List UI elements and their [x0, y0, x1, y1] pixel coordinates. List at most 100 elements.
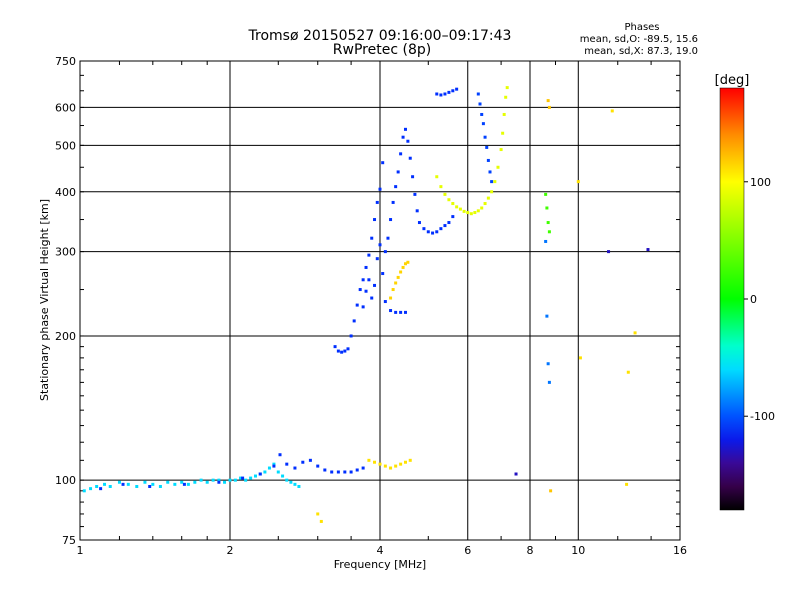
phases-x-stats: mean, sd,X: 87.3, 19.0	[584, 46, 698, 57]
data-point	[413, 192, 417, 196]
data-point	[103, 482, 107, 486]
data-point	[211, 478, 215, 482]
y-tick-label: 75	[62, 534, 76, 547]
data-point	[352, 319, 356, 323]
data-point	[316, 464, 320, 468]
data-point	[490, 180, 494, 184]
data-point	[486, 158, 490, 162]
data-point	[458, 207, 462, 211]
data-point	[82, 489, 86, 493]
x-tick-label: 4	[377, 544, 384, 557]
chart-title: Tromsø 20150527 09:16:00–09:17:43	[248, 28, 512, 44]
data-point	[99, 487, 103, 491]
data-point	[276, 470, 280, 474]
data-point	[346, 347, 350, 351]
data-point	[143, 480, 147, 484]
x-tick-label: 6	[464, 544, 471, 557]
data-point	[378, 462, 382, 466]
data-point	[281, 474, 285, 478]
data-point	[545, 314, 549, 318]
data-point	[447, 221, 451, 225]
data-point	[135, 484, 139, 488]
data-point	[249, 476, 253, 480]
phases-heading: Phases	[624, 22, 659, 33]
data-point	[411, 175, 415, 179]
data-point	[396, 170, 400, 174]
data-point	[278, 453, 282, 457]
data-point	[386, 236, 390, 240]
data-point	[158, 484, 162, 488]
data-point	[199, 478, 203, 482]
data-point	[285, 462, 289, 466]
data-point	[389, 309, 393, 313]
colorbar-tick-label: -100	[750, 410, 775, 423]
data-point	[462, 209, 466, 213]
data-point	[394, 281, 398, 285]
data-point	[293, 466, 297, 470]
data-point	[435, 175, 439, 179]
y-tick-label: 300	[55, 246, 76, 259]
data-point	[488, 170, 492, 174]
data-point	[504, 95, 508, 99]
data-point	[316, 512, 320, 516]
data-point	[547, 105, 551, 109]
data-point	[401, 135, 405, 139]
data-point	[217, 478, 221, 482]
data-point	[483, 202, 487, 206]
data-point	[496, 165, 500, 169]
data-point	[121, 482, 125, 486]
colorbar-label: [deg]	[715, 73, 750, 88]
colorbar-tick-label: 100	[750, 176, 771, 189]
data-point	[547, 380, 551, 384]
data-point	[361, 466, 365, 470]
data-point	[625, 482, 629, 486]
data-point	[417, 221, 421, 225]
data-point	[166, 480, 170, 484]
data-point	[549, 489, 553, 493]
data-point	[383, 250, 387, 254]
data-point	[481, 122, 485, 126]
colorbar-tick-label: 0	[750, 293, 757, 306]
data-point	[367, 253, 371, 257]
y-tick-label: 200	[55, 330, 76, 343]
data-point	[108, 484, 112, 488]
data-point	[391, 288, 395, 292]
colorbar	[719, 87, 745, 511]
data-point	[308, 458, 312, 462]
data-point	[297, 484, 301, 488]
data-point	[439, 185, 443, 189]
data-point	[455, 87, 459, 91]
data-point	[117, 480, 121, 484]
y-tick-label: 400	[55, 186, 76, 199]
data-point	[182, 482, 186, 486]
data-point	[443, 92, 447, 96]
data-point	[415, 209, 419, 213]
data-point	[358, 288, 362, 292]
data-point	[389, 466, 393, 470]
data-point	[403, 262, 407, 266]
data-point	[435, 92, 439, 96]
data-point	[340, 350, 344, 354]
data-point	[499, 148, 503, 152]
data-point	[514, 472, 518, 476]
data-point	[355, 468, 359, 472]
data-point	[272, 462, 276, 466]
data-point	[505, 86, 509, 90]
data-point	[367, 458, 371, 462]
data-point	[323, 468, 327, 472]
data-point	[469, 212, 473, 216]
data-point	[378, 187, 382, 191]
data-point	[217, 480, 221, 484]
data-point	[193, 480, 197, 484]
data-point	[633, 331, 637, 335]
data-point	[233, 478, 237, 482]
y-tick-label: 750	[55, 55, 76, 68]
data-point	[319, 519, 323, 523]
data-point	[391, 200, 395, 204]
chart-subtitle: RwPretec (8p)	[333, 42, 431, 58]
data-point	[399, 310, 403, 314]
data-point	[364, 265, 368, 269]
data-point	[383, 464, 387, 468]
data-point	[349, 334, 353, 338]
